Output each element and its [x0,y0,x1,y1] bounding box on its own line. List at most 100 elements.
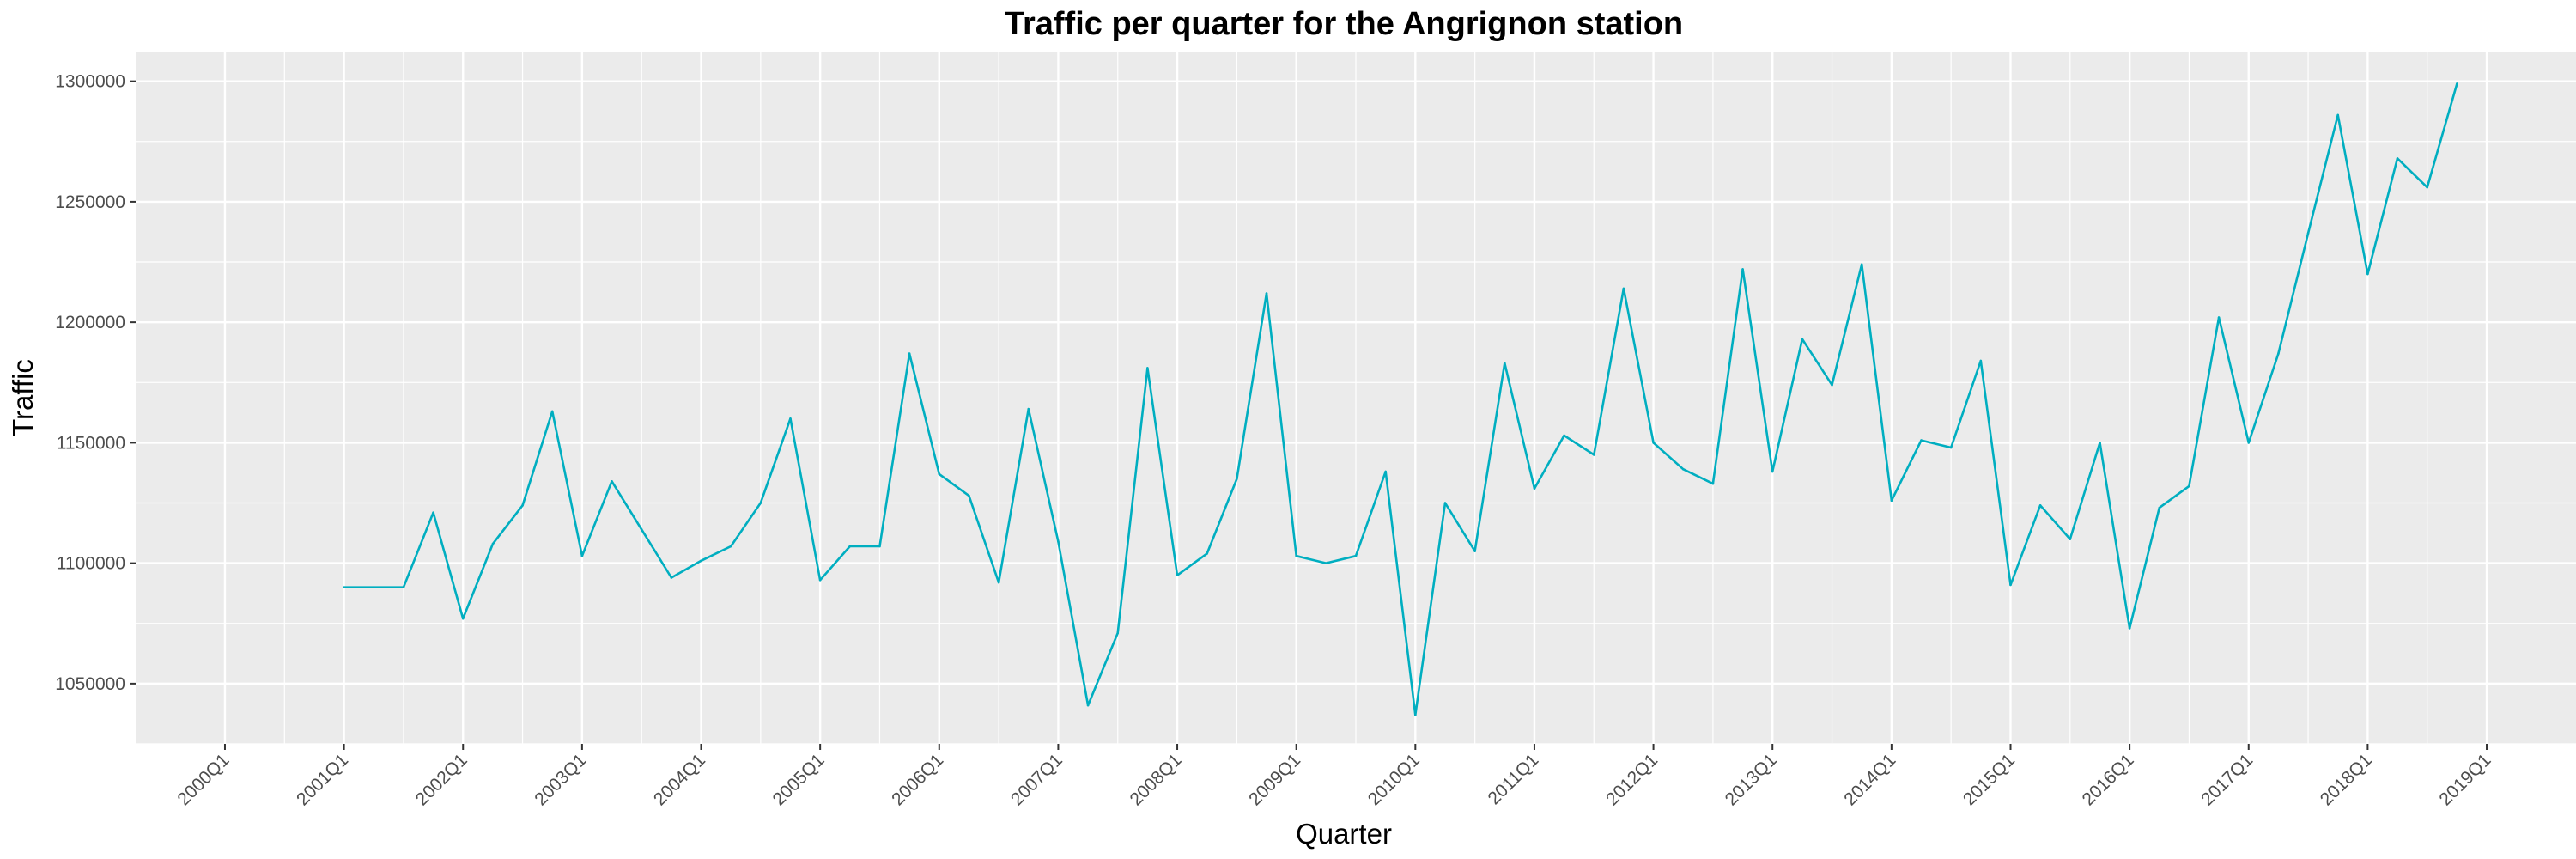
data-point [611,479,613,483]
data-point [968,494,970,497]
x-tick-label: 2008Q1 [1126,750,1185,809]
data-point [1176,574,1179,576]
minor-gridlines [136,52,2576,745]
x-tick-label: 2011Q1 [1484,750,1542,808]
data-point [1979,359,1983,362]
x-tick-label: 2010Q1 [1364,750,1424,809]
data-point [1949,446,1953,449]
y-tick-label: 1100000 [57,554,125,574]
data-point [2247,442,2251,444]
y-tick-label: 1200000 [55,313,125,332]
traffic-series-line [343,83,2458,716]
data-point [1354,554,1358,557]
data-point [1592,454,1595,456]
data-point [1831,383,1833,387]
data-point [1265,292,1268,295]
data-point [1771,470,1774,473]
x-tick-label: 2019Q1 [2435,750,2494,809]
data-point [2038,504,2042,507]
data-point [432,511,434,515]
data-point [1146,367,1149,369]
data-point [759,502,762,504]
data-point [521,504,524,507]
x-tick-label: 2002Q1 [412,750,471,809]
y-tick-label: 1150000 [57,433,125,453]
x-tick-label: 2004Q1 [650,750,709,809]
data-point [878,545,881,548]
data-point [2069,538,2072,540]
data-point [729,545,732,548]
data-point [700,559,702,563]
x-tick-label: 2017Q1 [2197,750,2257,809]
data-point [908,352,911,355]
data-point [1563,434,1565,437]
data-point [1325,562,1327,564]
data-point [1920,439,1923,442]
data-points [343,82,2458,716]
data-point [1116,631,1120,635]
data-point [343,586,345,588]
data-point [1027,407,1030,411]
data-point [1236,478,1238,480]
data-point [372,586,375,588]
data-point [789,417,792,420]
data-point [1711,482,1715,485]
x-tick-label: 2006Q1 [888,750,947,809]
data-point [2456,82,2458,85]
data-point [2217,316,2221,319]
x-tick-label: 2000Q1 [173,750,233,809]
x-tick-label: 2014Q1 [1840,750,1899,809]
data-point [1801,338,1804,341]
x-tick-label: 2003Q1 [531,750,590,809]
data-point [402,586,405,588]
data-point [1533,487,1536,490]
y-tick-label: 1250000 [55,192,125,212]
x-tick-label: 2005Q1 [769,750,829,809]
data-point [2099,442,2101,444]
data-point [2009,583,2012,587]
x-tick-label: 2018Q1 [2317,750,2376,809]
data-point [818,578,822,582]
data-point [1741,268,1744,271]
data-point [1681,467,1685,471]
x-tick-label: 2001Q1 [293,750,352,809]
data-point [1086,704,1090,707]
x-tick-label: 2016Q1 [2079,750,2138,809]
x-tick-label: 2009Q1 [1245,750,1304,809]
data-point [461,617,465,620]
x-tick-label: 2007Q1 [1007,750,1066,809]
y-axis-ticks: 1050000 1100000 1150000 1200000 1250000 13000… [55,72,136,694]
y-tick-label: 1050000 [55,674,125,694]
x-axis-title: Quarter [1296,818,1392,850]
chart-title: Traffic per quarter for the Angrignon st… [1005,6,1683,42]
data-point [550,410,554,413]
data-point [1503,362,1506,365]
data-point [1384,470,1387,473]
data-point [1295,554,1297,557]
data-point [1443,502,1447,504]
data-point [1860,263,1863,266]
data-point [938,472,941,476]
data-point [670,576,673,579]
data-point [2158,506,2161,509]
data-point [1652,442,1655,444]
data-point [580,554,584,557]
data-point [491,542,495,545]
data-point [2336,113,2340,117]
y-axis-title: Traffic [7,359,39,436]
y-tick-label: 1300000 [55,72,125,92]
data-point [2128,627,2131,630]
x-axis-ticks: 2000Q1 2001Q1 2002Q1 2003Q1 2004Q1 2005Q1 2006… [173,744,2495,809]
data-point [1414,714,1417,716]
data-point [2306,232,2310,235]
x-tick-label: 2013Q1 [1722,750,1781,809]
data-point [997,581,1000,584]
data-point [640,528,643,531]
data-point [1057,540,1060,543]
data-point [2366,272,2369,276]
data-point [1890,499,1893,503]
data-point [2426,186,2429,189]
data-point [2277,352,2280,355]
data-point [2188,484,2190,488]
